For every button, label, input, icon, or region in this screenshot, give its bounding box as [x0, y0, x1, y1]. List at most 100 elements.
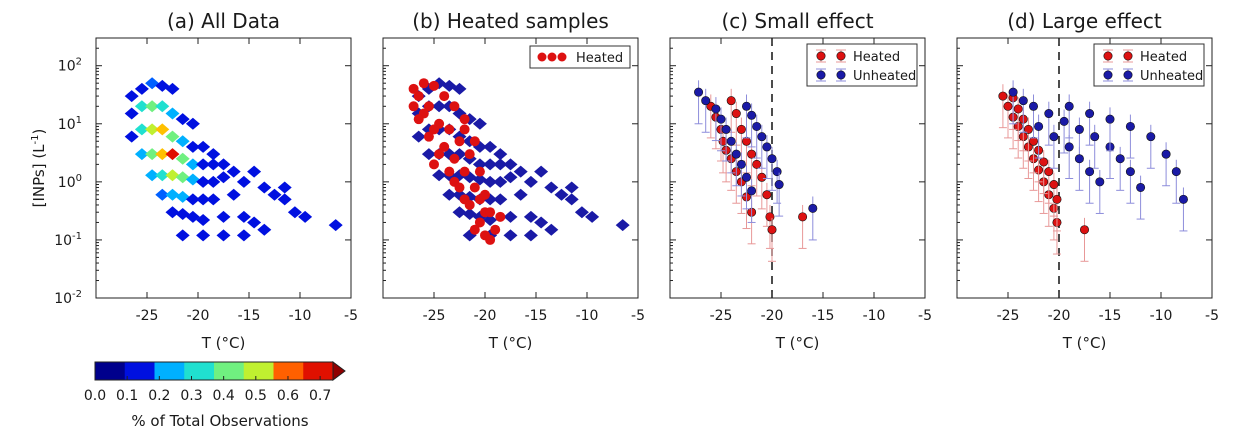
- unheated-point: [1085, 167, 1095, 177]
- panel-c-title: (c) Small effect: [721, 9, 873, 33]
- panel-b-xtick-label: -15: [525, 308, 548, 324]
- heatmap-cell: [226, 165, 241, 178]
- unheated-point: [1018, 96, 1028, 106]
- colorbar-cells: [94, 361, 346, 381]
- heatmap-cell: [277, 181, 292, 194]
- unheated-point: [808, 203, 818, 213]
- heatmap-cell: [145, 100, 160, 113]
- panel-b-xlabel: T (°C): [488, 334, 533, 352]
- unheated-point: [726, 136, 736, 146]
- panel-b-legend: Heated: [529, 45, 631, 69]
- heatmap-cell: [175, 135, 190, 148]
- heatmap-cell: [175, 113, 190, 126]
- unheated-point: [1049, 132, 1059, 142]
- panel-a-xtick-label: -10: [289, 308, 312, 324]
- unheated-point: [747, 186, 757, 196]
- all-data-cell: [513, 165, 528, 178]
- heated-point: [408, 101, 419, 112]
- heatmap-cell: [175, 190, 190, 203]
- heatmap-cell: [236, 175, 251, 188]
- heatmap-cell: [155, 169, 170, 182]
- heated-point: [736, 124, 746, 134]
- panel-c-xtick-label: -25: [710, 308, 733, 324]
- unheated-point: [701, 96, 711, 106]
- heatmap-cell: [216, 171, 231, 184]
- heated-point: [798, 212, 808, 222]
- all-data-cell: [544, 181, 559, 194]
- all-data-cell: [432, 169, 447, 182]
- all-data-cell: [493, 193, 508, 206]
- panel-b-xtick-label: -25: [423, 308, 446, 324]
- legend-heated-dot: [557, 52, 567, 62]
- heatmap-cell: [145, 148, 160, 161]
- panel-d: -25 -20 -15 -10 -5 (d) Large effect T (°C) H…: [956, 9, 1219, 352]
- heated-point: [423, 131, 434, 142]
- heatmap-cell: [134, 148, 149, 161]
- heatmap-cell: [185, 117, 200, 130]
- all-data-cell: [585, 210, 600, 223]
- panel-c-xtick-label: -5: [918, 308, 932, 324]
- all-data-cell: [432, 100, 447, 113]
- heatmap-cell: [185, 158, 200, 171]
- all-data-cell: [544, 223, 559, 236]
- heated-point: [444, 124, 455, 135]
- panel-d-legend-box: [1093, 43, 1205, 87]
- heatmap-cell: [165, 148, 180, 161]
- legend-heated-dot: [537, 52, 547, 62]
- panel-d-ticks: -25 -20 -15 -10 -5: [957, 37, 1219, 324]
- panel-c-legend-heated-marker: [816, 49, 846, 63]
- all-data-cell: [503, 171, 518, 184]
- colorbar-tick-label: 0.0: [84, 388, 106, 404]
- unheated-point: [767, 154, 777, 164]
- heatmap-cell: [145, 77, 160, 90]
- heatmap-cell: [226, 188, 241, 201]
- heatmap-cell: [196, 229, 211, 242]
- heated-point: [408, 83, 419, 94]
- panel-b-ticks: -25 -20 -15 -10 -5: [383, 37, 645, 324]
- all-data-cell: [534, 216, 549, 229]
- unheated-point: [772, 167, 782, 177]
- heatmap-cell: [155, 188, 170, 201]
- heatmap-cell: [155, 148, 170, 161]
- colorbar-extend-arrow: [332, 361, 346, 381]
- heated-point: [429, 124, 439, 135]
- heated-point: [454, 182, 465, 193]
- panel-d-legend-heated-label: Heated: [1140, 50, 1187, 65]
- heated-point: [1039, 157, 1049, 167]
- heatmap-cell: [134, 82, 149, 95]
- y-tick-label: 101: [58, 115, 82, 133]
- panel-c-legend-box: [806, 43, 918, 87]
- heated-point: [731, 109, 741, 119]
- unheated-point: [1085, 109, 1095, 119]
- heated-point: [1003, 101, 1013, 111]
- y-axis-label-exponent: -1: [30, 134, 41, 144]
- all-data-cell: [523, 210, 538, 223]
- unheated-point: [721, 124, 731, 134]
- heatmap-cell: [287, 206, 302, 219]
- heated-point: [1013, 104, 1023, 114]
- heatmap-cell: [155, 100, 170, 113]
- heated-point: [459, 114, 470, 125]
- heated-point: [434, 149, 445, 160]
- all-data-cell: [564, 193, 579, 206]
- heatmap-cell: [175, 152, 190, 165]
- heated-point: [495, 211, 506, 222]
- heated-point: [765, 212, 775, 222]
- heatmap-cell: [247, 216, 262, 229]
- panel-d-xtick-label: -20: [1048, 308, 1071, 324]
- legend-heated-dot: [816, 51, 826, 61]
- colorbar: 0.0 0.1 0.2 0.3 0.4 0.5 0.6 0.7 % of Total Obse…: [84, 361, 346, 430]
- legend-unheated-dot: [1103, 70, 1113, 80]
- heated-point: [747, 149, 757, 159]
- panel-d-frame: [956, 37, 1213, 299]
- colorbar-cell: [184, 362, 215, 380]
- panel-c-legend-unheated-marker: [816, 68, 846, 82]
- panel-a-xtick-label: -5: [344, 308, 358, 324]
- panel-c-xtick-label: -20: [761, 308, 784, 324]
- heated-point: [429, 159, 439, 170]
- panel-a-marks: [124, 77, 343, 242]
- all-data-cell: [503, 210, 518, 223]
- heatmap-cell: [124, 130, 139, 143]
- panel-b-xtick-label: -10: [576, 308, 599, 324]
- unheated-point: [1125, 167, 1135, 177]
